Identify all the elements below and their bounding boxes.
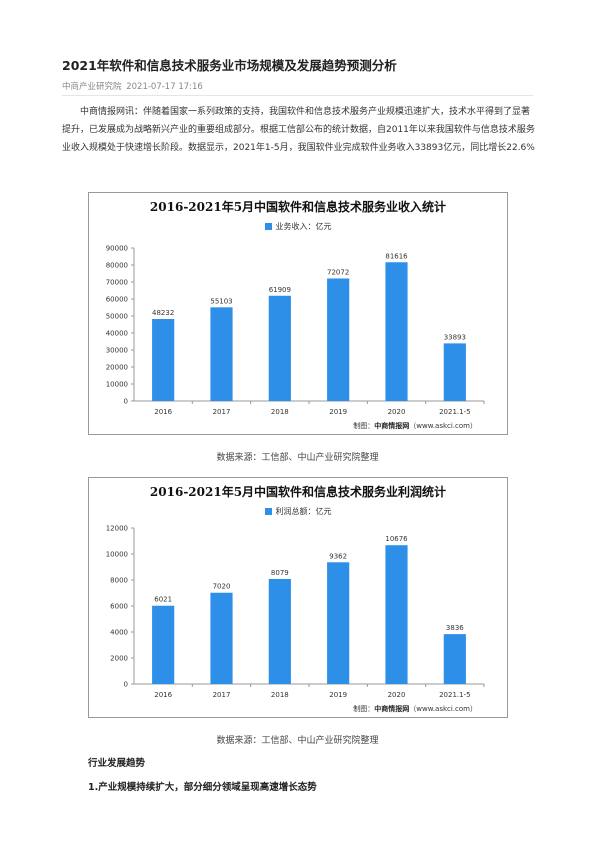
legend-swatch (264, 223, 272, 230)
chart-title: 2016-2021年5月中国软件和信息技术服务业收入统计 (149, 200, 447, 214)
x-tick-label: 2021.1-5 (439, 408, 470, 416)
y-tick-label: 8000 (110, 577, 128, 585)
bar (385, 545, 408, 684)
profit-source-caption: 数据来源：工信部、中山产业研究院整理 (216, 736, 379, 746)
data-label: 55103 (210, 297, 232, 305)
data-label: 3836 (446, 624, 464, 632)
data-label: 72072 (327, 268, 349, 276)
chart-credit: 制图：中商情报网（www.askci.com） (353, 422, 477, 430)
y-tick-label: 70000 (106, 279, 128, 287)
y-tick-label: 6000 (110, 603, 128, 611)
x-tick-label: 2020 (388, 691, 406, 699)
legend-swatch (264, 508, 272, 515)
x-tick-label: 2016 (154, 691, 172, 699)
bar (152, 319, 175, 401)
bar (443, 634, 466, 684)
y-tick-label: 60000 (106, 296, 128, 304)
y-tick-label: 20000 (106, 364, 128, 372)
y-tick-label: 80000 (106, 262, 128, 270)
intro-paragraph: 中商情报网讯：伴随着国家一系列政策的支持，我国软件和信息技术服务产业规模迅速扩大… (62, 107, 535, 153)
y-tick-label: 90000 (106, 245, 128, 253)
revenue-chart: 2016-2021年5月中国软件和信息技术服务业收入统计 业务收入：亿元 0 10… (88, 192, 508, 435)
y-tick-label: 12000 (106, 525, 128, 533)
bar (327, 562, 350, 684)
y-tick-label: 4000 (110, 629, 128, 637)
article-title: 2021年软件和信息技术服务业市场规模及发展趋势预测分析 (62, 58, 397, 73)
x-tick-label: 2017 (213, 691, 231, 699)
y-tick-label: 0 (124, 681, 128, 689)
data-label: 48232 (152, 309, 174, 317)
y-tick-label: 2000 (110, 655, 128, 663)
article-date: 2021-07-17 17:16 (126, 82, 203, 92)
profit-chart-plot: 0 2000 4000 6000 8000 10000 12000 6021 2016 7020 2… (106, 525, 485, 699)
chart-title: 2016-2021年5月中国软件和信息技术服务业利润统计 (149, 485, 447, 499)
bar (443, 343, 466, 401)
article-meta: 中商产业研究院 2021-07-17 17:16 (62, 80, 203, 92)
data-label: 81616 (385, 252, 408, 260)
legend-label: 业务收入：亿元 (275, 222, 332, 231)
y-tick-label: 50000 (106, 313, 128, 321)
divider (62, 95, 533, 96)
data-label: 8079 (271, 569, 289, 577)
article-source[interactable]: 中商产业研究院 (62, 82, 122, 92)
x-tick-label: 2021.1-5 (439, 691, 470, 699)
bar (327, 278, 350, 401)
legend-label: 利润总额：亿元 (275, 507, 332, 516)
section-heading: 行业发展趋势 (88, 758, 146, 769)
data-label: 33893 (444, 333, 466, 341)
x-tick-label: 2017 (213, 408, 231, 416)
data-label: 10676 (385, 535, 408, 543)
bar (268, 578, 291, 684)
data-label: 6021 (154, 596, 172, 604)
data-label: 61909 (269, 286, 291, 294)
bar (152, 605, 175, 684)
y-tick-label: 10000 (106, 381, 128, 389)
y-tick-label: 0 (124, 398, 128, 406)
y-tick-label: 40000 (106, 330, 128, 338)
y-tick-label: 30000 (106, 347, 128, 355)
bar (210, 592, 233, 684)
data-label: 7020 (213, 583, 231, 591)
bar (210, 307, 233, 401)
x-tick-label: 2019 (329, 408, 347, 416)
revenue-chart-plot: 0 10000 20000 30000 40000 50000 60000 70000 8000… (106, 245, 485, 416)
chart-credit: 制图：中商情报网（www.askci.com） (353, 705, 477, 713)
x-tick-label: 2020 (388, 408, 406, 416)
profit-chart: 2016-2021年5月中国软件和信息技术服务业利润统计 利润总额：亿元 0 20… (88, 477, 508, 718)
chart-legend: 业务收入：亿元 (89, 221, 507, 232)
x-tick-label: 2016 (154, 408, 172, 416)
section-subheading: 1.产业规模持续扩大，部分细分领域呈现高速增长态势 (88, 782, 317, 793)
x-tick-label: 2018 (271, 408, 289, 416)
x-tick-label: 2018 (271, 691, 289, 699)
data-label: 9362 (329, 552, 347, 560)
bar (385, 262, 408, 401)
x-tick-label: 2019 (329, 691, 347, 699)
chart-legend: 利润总额：亿元 (89, 506, 507, 517)
revenue-source-caption: 数据来源：工信部、中山产业研究院整理 (216, 453, 379, 463)
y-tick-label: 10000 (106, 551, 128, 559)
bar (268, 295, 291, 401)
